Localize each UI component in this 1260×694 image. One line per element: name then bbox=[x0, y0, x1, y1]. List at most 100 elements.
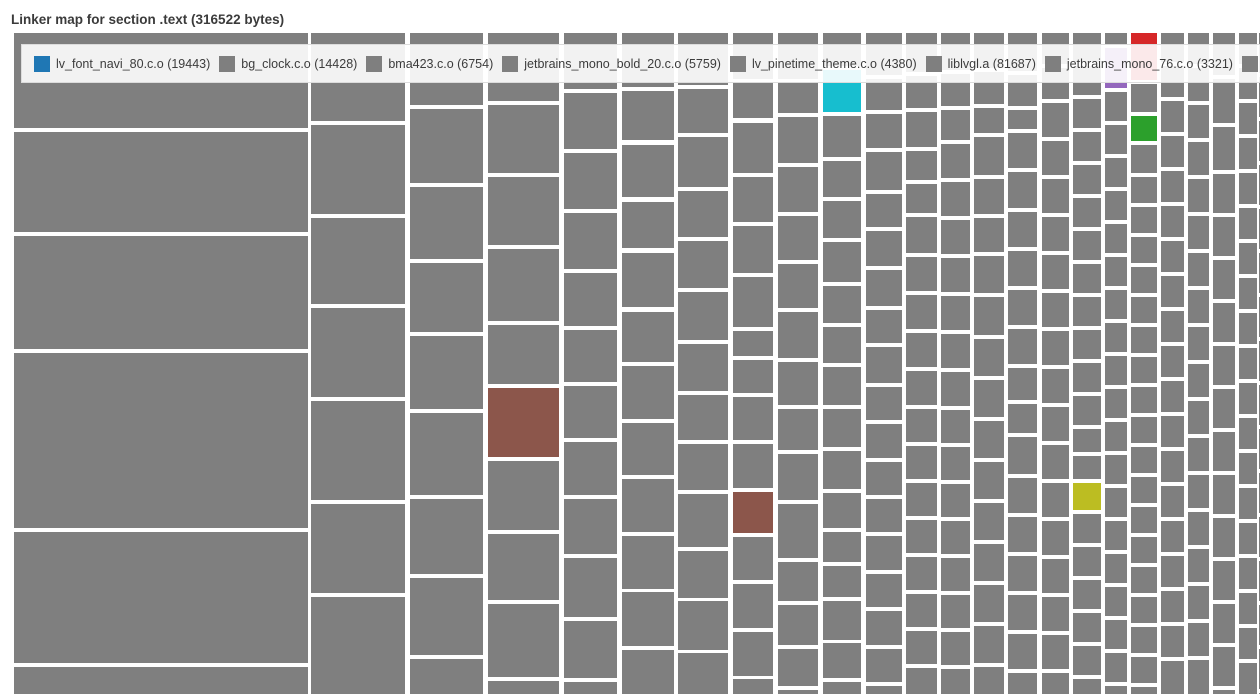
treemap-cell[interactable] bbox=[906, 257, 937, 291]
treemap-cell[interactable] bbox=[974, 503, 1004, 540]
treemap-cell[interactable] bbox=[1213, 217, 1235, 256]
treemap-cell[interactable] bbox=[410, 263, 483, 332]
treemap-cell[interactable] bbox=[1105, 422, 1127, 451]
treemap-cell[interactable] bbox=[823, 566, 861, 597]
treemap-cell[interactable] bbox=[733, 277, 773, 327]
treemap-cell[interactable] bbox=[1073, 99, 1101, 128]
treemap-cell[interactable] bbox=[906, 446, 937, 479]
treemap-cell[interactable] bbox=[1188, 586, 1209, 619]
treemap-cell[interactable] bbox=[1105, 521, 1127, 550]
treemap-cell[interactable] bbox=[488, 681, 559, 694]
treemap-cell[interactable] bbox=[678, 344, 728, 391]
treemap-cell[interactable] bbox=[866, 231, 902, 266]
treemap-cell[interactable] bbox=[866, 347, 902, 383]
treemap-cell[interactable] bbox=[1073, 165, 1101, 194]
treemap-cell[interactable] bbox=[1131, 327, 1157, 353]
treemap-cell[interactable] bbox=[1131, 145, 1157, 173]
treemap-cell[interactable] bbox=[1161, 556, 1184, 587]
treemap-cell[interactable] bbox=[974, 179, 1004, 214]
treemap-cell[interactable] bbox=[1131, 267, 1157, 293]
treemap-cell[interactable] bbox=[733, 397, 773, 440]
treemap-cell[interactable] bbox=[906, 668, 937, 694]
treemap-cell[interactable] bbox=[778, 605, 818, 645]
treemap-cell[interactable] bbox=[1161, 521, 1184, 552]
treemap-cell[interactable] bbox=[1161, 591, 1184, 622]
treemap-cell[interactable] bbox=[622, 312, 674, 362]
treemap-cell[interactable] bbox=[1105, 455, 1127, 484]
treemap-cell[interactable] bbox=[1161, 346, 1184, 377]
treemap-cell[interactable] bbox=[1188, 549, 1209, 582]
treemap-cell[interactable] bbox=[778, 504, 818, 558]
treemap-cell[interactable] bbox=[678, 494, 728, 547]
treemap-cell[interactable] bbox=[733, 331, 773, 356]
treemap-cell[interactable] bbox=[1105, 290, 1127, 319]
treemap-cell[interactable] bbox=[1073, 514, 1101, 543]
treemap-cell[interactable] bbox=[733, 123, 773, 173]
treemap-cell[interactable] bbox=[778, 216, 818, 260]
treemap-cell[interactable] bbox=[622, 91, 674, 140]
treemap-cell[interactable] bbox=[778, 454, 818, 500]
treemap-cell[interactable] bbox=[941, 296, 970, 330]
treemap-cell[interactable] bbox=[906, 631, 937, 664]
treemap-cell[interactable] bbox=[1105, 356, 1127, 385]
treemap-cell[interactable] bbox=[1073, 580, 1101, 609]
treemap-cell[interactable] bbox=[866, 499, 902, 532]
treemap-cell[interactable] bbox=[14, 353, 308, 528]
treemap-cell[interactable] bbox=[823, 601, 861, 640]
legend-item[interactable]: jetbrains_mono_76.c.o (3321) bbox=[1044, 55, 1233, 72]
treemap-cell[interactable] bbox=[1161, 136, 1184, 167]
treemap-cell[interactable] bbox=[1131, 477, 1157, 503]
treemap-cell[interactable] bbox=[1213, 518, 1235, 557]
treemap-cell[interactable] bbox=[1042, 103, 1069, 137]
treemap-cell[interactable] bbox=[906, 295, 937, 329]
treemap-cell[interactable] bbox=[823, 116, 861, 157]
treemap-cell[interactable] bbox=[678, 137, 728, 187]
treemap-cell[interactable] bbox=[564, 273, 617, 326]
treemap-cell[interactable] bbox=[1105, 224, 1127, 253]
treemap-cell[interactable] bbox=[1161, 416, 1184, 447]
treemap-cell[interactable] bbox=[1073, 396, 1101, 425]
treemap-cell[interactable] bbox=[974, 256, 1004, 293]
treemap-cell[interactable] bbox=[941, 182, 970, 216]
treemap-cell[interactable] bbox=[778, 83, 818, 113]
treemap-cell[interactable] bbox=[1008, 517, 1037, 552]
treemap-cell[interactable] bbox=[1239, 243, 1257, 274]
treemap-cell[interactable] bbox=[14, 667, 308, 694]
treemap-cell[interactable] bbox=[1008, 404, 1037, 433]
treemap-cell[interactable] bbox=[1008, 556, 1037, 591]
treemap-cell[interactable] bbox=[1131, 387, 1157, 413]
treemap-cell[interactable] bbox=[778, 409, 818, 450]
treemap-cell[interactable] bbox=[866, 649, 902, 682]
treemap-cell[interactable] bbox=[1161, 241, 1184, 272]
treemap-cell[interactable] bbox=[941, 410, 970, 443]
treemap-cell[interactable] bbox=[866, 310, 902, 343]
treemap-cell[interactable] bbox=[906, 557, 937, 590]
treemap-cell[interactable] bbox=[1008, 133, 1037, 168]
treemap-cell[interactable] bbox=[906, 112, 937, 147]
treemap-cell[interactable] bbox=[1188, 364, 1209, 397]
treemap-cell[interactable] bbox=[14, 132, 308, 232]
treemap-cell[interactable] bbox=[1239, 278, 1257, 309]
treemap-cell[interactable] bbox=[1105, 158, 1127, 187]
treemap-cell[interactable] bbox=[1073, 297, 1101, 326]
treemap-cell[interactable] bbox=[941, 110, 970, 140]
treemap-cell[interactable] bbox=[941, 144, 970, 178]
treemap-cell[interactable] bbox=[823, 409, 861, 447]
treemap-cell[interactable] bbox=[1213, 303, 1235, 342]
treemap-cell[interactable] bbox=[410, 336, 483, 409]
treemap-cell[interactable] bbox=[941, 447, 970, 480]
treemap-cell[interactable] bbox=[906, 217, 937, 253]
treemap-cell[interactable] bbox=[622, 592, 674, 646]
treemap-cell[interactable] bbox=[488, 461, 559, 530]
treemap-cell[interactable] bbox=[410, 413, 483, 495]
treemap-cell[interactable] bbox=[733, 83, 773, 118]
treemap-cell-brown[interactable] bbox=[733, 492, 773, 533]
treemap-cell[interactable] bbox=[622, 650, 674, 694]
treemap-cell[interactable] bbox=[1239, 383, 1257, 414]
legend-item[interactable] bbox=[1241, 55, 1258, 72]
treemap-cell[interactable] bbox=[1105, 257, 1127, 286]
treemap-cell[interactable] bbox=[1042, 521, 1069, 555]
treemap-cell[interactable] bbox=[866, 574, 902, 607]
treemap-cell[interactable] bbox=[941, 372, 970, 406]
treemap-cell[interactable] bbox=[1042, 217, 1069, 251]
